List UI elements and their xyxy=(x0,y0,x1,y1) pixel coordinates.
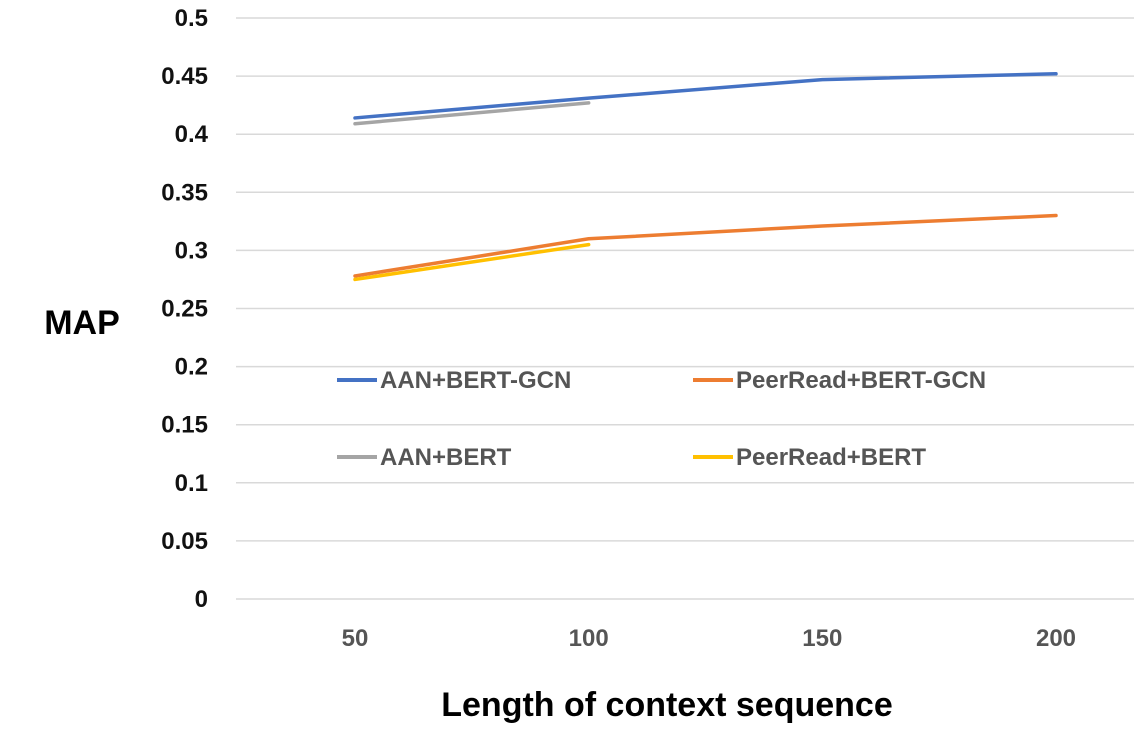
legend-label: AAN+BERT-GCN xyxy=(380,367,571,394)
legend-label: PeerRead+BERT-GCN xyxy=(736,367,986,394)
series-line-3 xyxy=(353,242,591,282)
y-tick-label: 0.05 xyxy=(161,528,208,555)
y-tick-label: 0.35 xyxy=(161,179,208,206)
x-tick-label: 200 xyxy=(1036,625,1076,652)
series-line-2 xyxy=(353,101,591,126)
y-tick-label: 0.15 xyxy=(161,412,208,439)
x-axis-title: Length of context sequence xyxy=(441,686,893,724)
x-tick-label: 50 xyxy=(342,625,369,652)
y-tick-label: 0.3 xyxy=(175,237,208,264)
y-tick-label: 0 xyxy=(195,586,208,613)
y-tick-label: 0.45 xyxy=(161,63,208,90)
x-tick-label: 150 xyxy=(802,625,842,652)
legend: AAN+BERT-GCN PeerRead+BERT-GCN AAN+BERT Pee… xyxy=(337,367,986,471)
y-tick-label: 0.4 xyxy=(175,121,209,148)
legend-label: PeerRead+BERT xyxy=(736,444,926,471)
series-line-0 xyxy=(353,72,1058,120)
y-tick-label: 0.2 xyxy=(175,354,208,381)
x-tick-label: 100 xyxy=(569,625,609,652)
y-tick-label: 0.25 xyxy=(161,296,208,323)
series-lines xyxy=(353,72,1058,282)
y-tick-label: 0.1 xyxy=(175,470,208,497)
y-tick-label: 0.5 xyxy=(175,5,208,32)
y-axis-title: MAP xyxy=(44,304,120,342)
x-axis-ticks: 50 100 150 200 xyxy=(342,625,1076,652)
y-axis-ticks: 0 0.05 0.1 0.15 0.2 0.25 0.3 0.35 0.4 0.45 0.5 xyxy=(161,5,208,613)
legend-label: AAN+BERT xyxy=(380,444,512,471)
gridlines xyxy=(236,17,1134,600)
series-line-1 xyxy=(353,213,1058,278)
